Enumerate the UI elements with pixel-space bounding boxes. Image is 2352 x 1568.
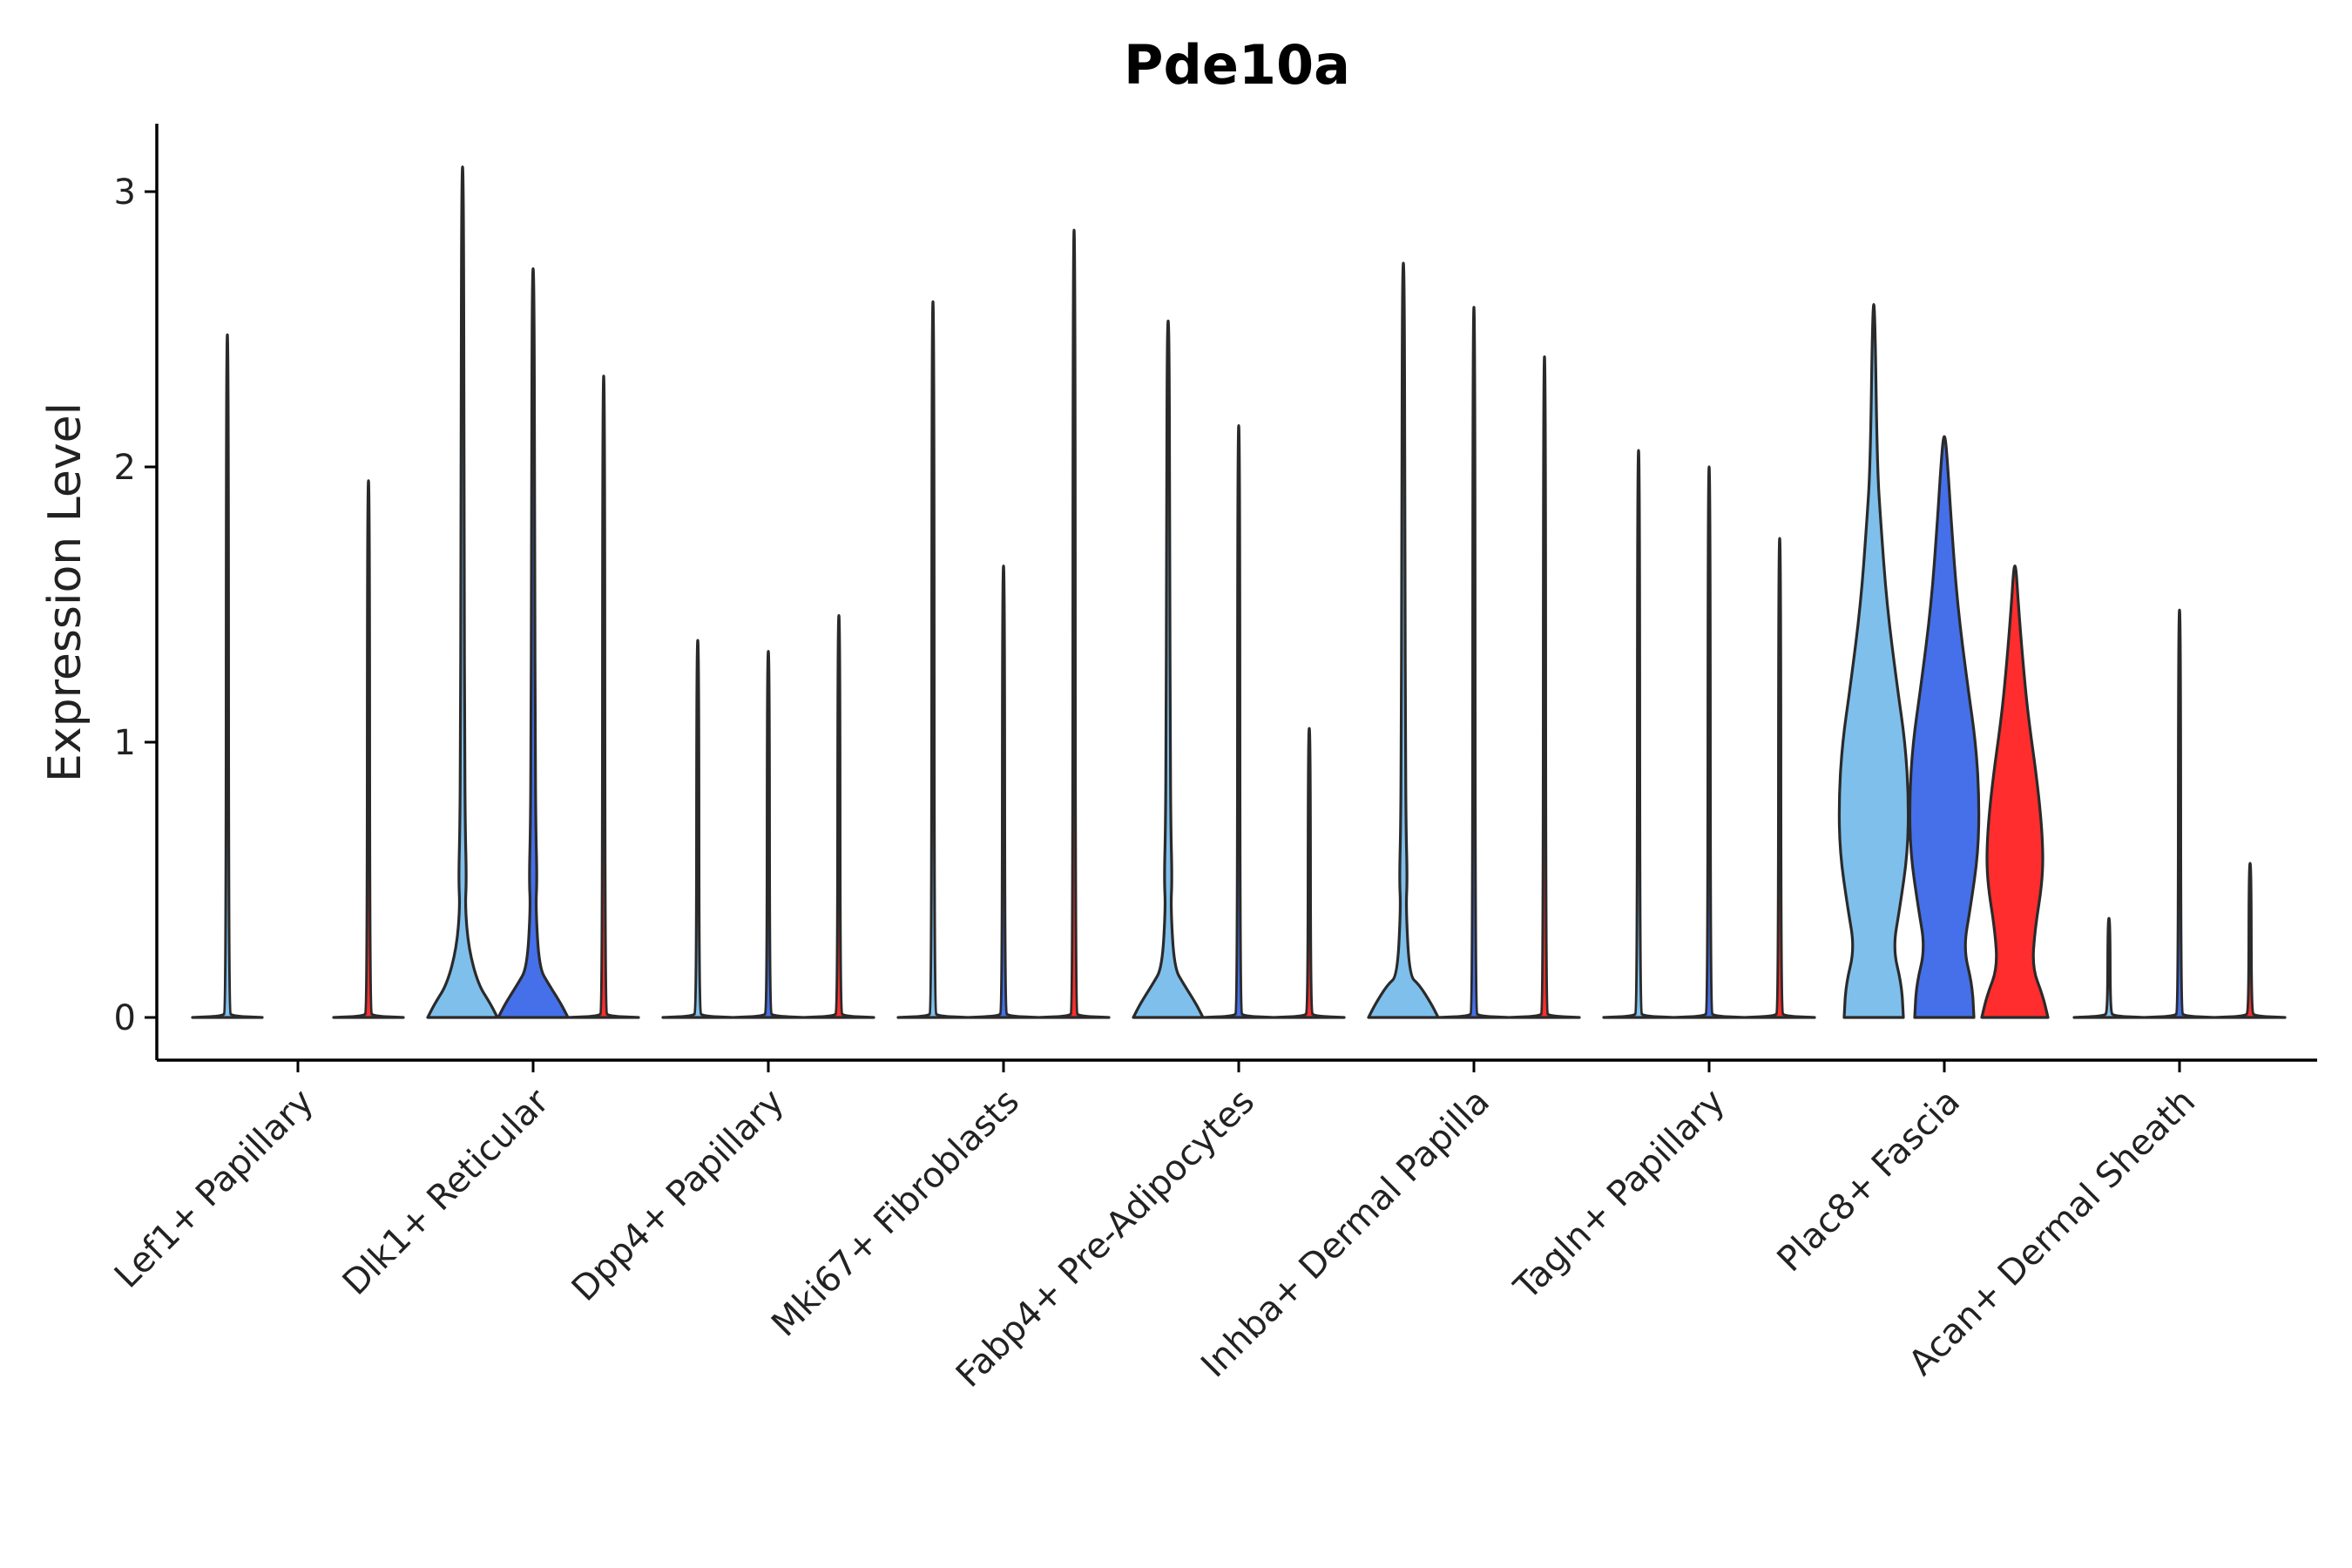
y-tick-label: 2 [114, 448, 136, 488]
violin-fabp4-pre-adipocytes-group-3 [1273, 727, 1346, 1019]
y-tick-label: 3 [114, 172, 136, 213]
violin-dpp4-papillary-group-2 [732, 650, 805, 1019]
violin-tagln-papillary-group-1 [1602, 449, 1675, 1019]
violin-lef1-papillary-group-1 [191, 333, 264, 1019]
violin-fabp4-pre-adipocytes-group-2 [1202, 424, 1275, 1019]
x-tick-label: Mki67+ Fibroblasts [764, 1082, 1027, 1345]
y-tick-label: 0 [114, 998, 136, 1038]
x-tick-label: Plac8+ Fascia [1770, 1082, 1969, 1281]
violin-acan-dermal-sheath-group-2 [2143, 608, 2216, 1019]
violin-inhba-dermal-papilla-group-2 [1437, 306, 1511, 1019]
violin-acan-dermal-sheath-group-3 [2213, 862, 2287, 1019]
violin-mki67-fibroblasts-group-3 [1037, 228, 1111, 1019]
violin-tagln-papillary-group-3 [1743, 537, 1816, 1019]
x-tick-label: Lef1+ Papillary [107, 1082, 321, 1296]
violin-mki67-fibroblasts-group-1 [896, 300, 970, 1019]
x-tick-label: Dpp4+ Papillary [564, 1082, 792, 1309]
violin-mki67-fibroblasts-group-2 [967, 564, 1040, 1019]
violin-inhba-dermal-papilla-group-1 [1367, 261, 1440, 1019]
violin-fabp4-pre-adipocytes-group-1 [1132, 319, 1205, 1019]
y-axis-label: Expression Level [39, 402, 91, 782]
x-tick-label: Tagln+ Papillary [1506, 1082, 1733, 1308]
chart-title: Pde10a [1124, 33, 1350, 97]
violin-dpp4-papillary-group-1 [661, 639, 734, 1019]
violin-dlk1-reticular-group-2 [497, 267, 570, 1019]
violin-dpp4-papillary-group-3 [802, 614, 875, 1019]
violin-plac8-fascia-group-3 [1980, 564, 2050, 1019]
x-tick-label: Dlk1+ Reticular [335, 1081, 558, 1303]
violin-dlk1-reticular-group-3 [567, 375, 640, 1019]
y-tick-label: 1 [114, 723, 136, 763]
plot-area: 0 1 2 3 Lef1+ Papillary Dlk1+ Reticular Dpp4+ … [107, 124, 2317, 1396]
violin-dlk1-reticular-group-1 [426, 165, 499, 1019]
violin-lef1-papillary-group-3 [332, 479, 405, 1019]
violin-plac8-fascia-group-1 [1837, 302, 1910, 1019]
violin-plac8-fascia-group-2 [1908, 435, 1981, 1019]
violin-acan-dermal-sheath-group-1 [2072, 916, 2146, 1019]
violin-inhba-dermal-papilla-group-3 [1508, 355, 1581, 1019]
violin-tagln-papillary-group-2 [1673, 465, 1746, 1019]
